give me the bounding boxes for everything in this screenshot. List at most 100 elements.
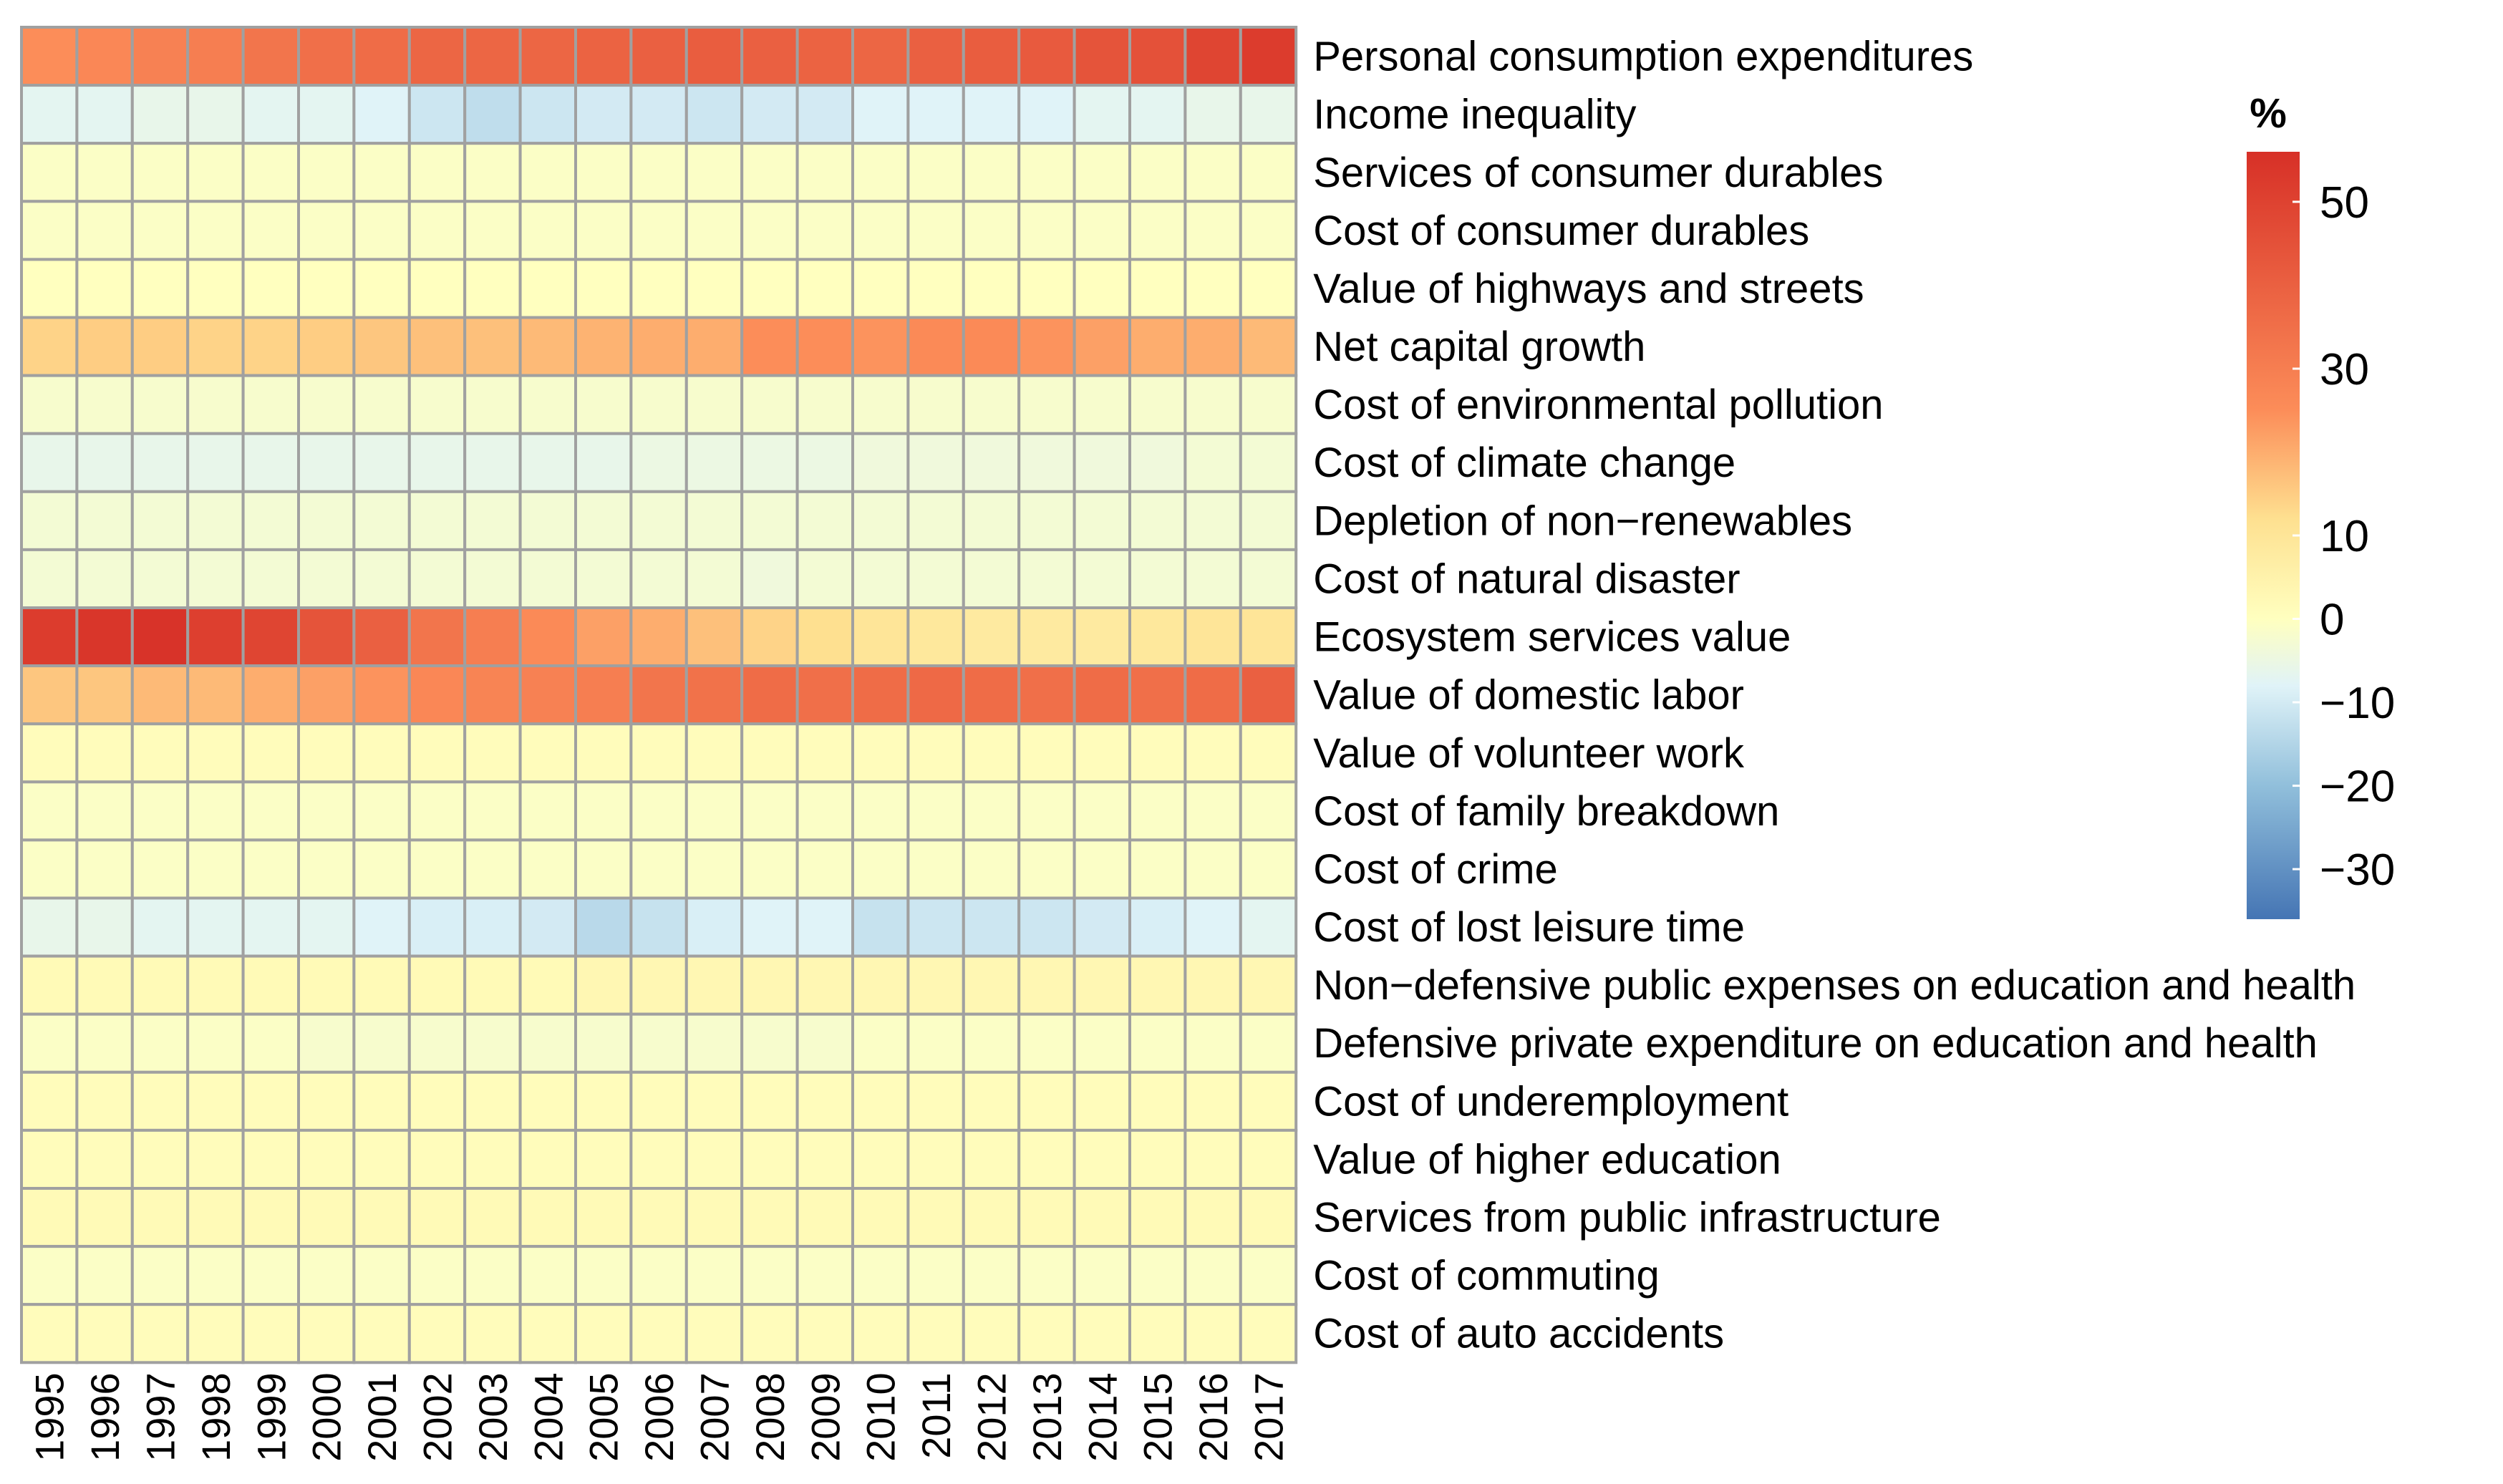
heatmap-cell bbox=[463, 1070, 522, 1132]
heatmap-cell bbox=[629, 432, 688, 493]
heatmap-cell bbox=[962, 1012, 1021, 1074]
row-label: Cost of environmental pollution bbox=[1313, 382, 1883, 428]
heatmap-cell bbox=[518, 780, 577, 842]
heatmap-cell bbox=[297, 548, 356, 610]
heatmap-cell bbox=[906, 1303, 965, 1364]
row-label: Income inequality bbox=[1313, 92, 1636, 138]
heatmap-cell bbox=[297, 258, 356, 319]
heatmap-cell bbox=[740, 664, 799, 726]
heatmap-cell bbox=[352, 1012, 411, 1074]
heatmap-cell bbox=[186, 838, 245, 900]
heatmap-cell bbox=[1073, 374, 1131, 435]
heatmap-cell bbox=[241, 1303, 301, 1364]
heatmap-cell bbox=[75, 1245, 134, 1306]
heatmap-cell bbox=[352, 1128, 411, 1190]
heatmap-cell bbox=[795, 1303, 854, 1364]
heatmap-cell bbox=[962, 316, 1021, 377]
heatmap-cell bbox=[186, 258, 245, 319]
heatmap-cell bbox=[1128, 142, 1187, 203]
heatmap-cell bbox=[297, 432, 356, 493]
heatmap-cell bbox=[906, 1187, 965, 1248]
heatmap-cell bbox=[297, 316, 356, 377]
heatmap-cell bbox=[906, 490, 965, 551]
heatmap-cell bbox=[1183, 316, 1242, 377]
heatmap-cell bbox=[1128, 896, 1187, 958]
year-label: 2012 bbox=[969, 1372, 1015, 1462]
heatmap-cell bbox=[186, 664, 245, 726]
heatmap-cell bbox=[906, 606, 965, 668]
heatmap-cell bbox=[186, 432, 245, 493]
heatmap-cell bbox=[740, 374, 799, 435]
heatmap-cell bbox=[851, 1070, 910, 1132]
heatmap-cell bbox=[795, 84, 854, 145]
heatmap-cell bbox=[463, 142, 522, 203]
heatmap-cell bbox=[1073, 1187, 1131, 1248]
heatmap-cell bbox=[186, 606, 245, 668]
heatmap-cell bbox=[1128, 954, 1187, 1016]
heatmap-cell bbox=[75, 722, 134, 784]
heatmap-cell bbox=[518, 316, 577, 377]
row-label: Cost of climate change bbox=[1313, 440, 1735, 486]
heatmap-cell bbox=[186, 896, 245, 958]
heatmap-cell bbox=[906, 548, 965, 610]
heatmap-cell bbox=[518, 490, 577, 551]
heatmap-cell bbox=[407, 258, 467, 319]
heatmap-cell bbox=[574, 606, 633, 668]
heatmap-cell bbox=[851, 142, 910, 203]
heatmap-cell bbox=[629, 26, 688, 87]
heatmap-cell bbox=[352, 316, 411, 377]
heatmap-cell bbox=[463, 374, 522, 435]
heatmap-cell bbox=[629, 1070, 688, 1132]
heatmap-cell bbox=[20, 1012, 79, 1074]
heatmap-cell bbox=[851, 1187, 910, 1248]
heatmap-cell bbox=[1017, 1012, 1076, 1074]
heatmap-cell bbox=[740, 1128, 799, 1190]
heatmap-cell bbox=[851, 258, 910, 319]
heatmap-cell bbox=[684, 838, 744, 900]
heatmap-cell bbox=[574, 316, 633, 377]
heatmap-cell bbox=[629, 374, 688, 435]
legend-title: % bbox=[2250, 90, 2287, 137]
heatmap-cell bbox=[1183, 954, 1242, 1016]
heatmap-cell bbox=[906, 722, 965, 784]
year-label: 2013 bbox=[1025, 1372, 1070, 1462]
heatmap-cell bbox=[130, 258, 190, 319]
year-label: 2002 bbox=[415, 1372, 460, 1462]
heatmap-cell bbox=[186, 316, 245, 377]
heatmap-cell bbox=[352, 722, 411, 784]
heatmap-cell bbox=[1183, 780, 1242, 842]
heatmap-cell bbox=[186, 1012, 245, 1074]
heatmap-cell bbox=[1128, 1245, 1187, 1306]
heatmap-cell bbox=[518, 722, 577, 784]
heatmap-cell bbox=[463, 1128, 522, 1190]
heatmap-cell bbox=[851, 1245, 910, 1306]
year-label: 2003 bbox=[470, 1372, 515, 1462]
heatmap-cell bbox=[962, 374, 1021, 435]
heatmap-cell bbox=[130, 200, 190, 261]
heatmap-cell bbox=[518, 26, 577, 87]
heatmap-cell bbox=[1017, 490, 1076, 551]
heatmap-cell bbox=[407, 1070, 467, 1132]
heatmap-cell bbox=[851, 1012, 910, 1074]
heatmap-cell bbox=[851, 490, 910, 551]
heatmap-cell bbox=[574, 26, 633, 87]
heatmap-cell bbox=[795, 606, 854, 668]
heatmap-cell bbox=[186, 722, 245, 784]
heatmap-cell bbox=[1239, 1187, 1298, 1248]
heatmap-cell bbox=[241, 316, 301, 377]
heatmap-cell bbox=[186, 26, 245, 87]
heatmap-cell bbox=[574, 896, 633, 958]
color-legend: % 50 30 10 0 −10 −20 −30 bbox=[2247, 90, 2395, 919]
row-label: Cost of crime bbox=[1313, 846, 1558, 893]
heatmap-cell bbox=[1073, 1245, 1131, 1306]
heatmap-cell bbox=[795, 316, 854, 377]
heatmap-cell bbox=[297, 84, 356, 145]
heatmap-cell bbox=[851, 316, 910, 377]
heatmap-cell bbox=[1073, 26, 1131, 87]
heatmap-cell bbox=[851, 954, 910, 1016]
heatmap-cell bbox=[1183, 548, 1242, 610]
heatmap-cell bbox=[684, 896, 744, 958]
heatmap-cell bbox=[518, 84, 577, 145]
year-label: 1997 bbox=[138, 1372, 183, 1462]
heatmap-cell bbox=[1017, 142, 1076, 203]
